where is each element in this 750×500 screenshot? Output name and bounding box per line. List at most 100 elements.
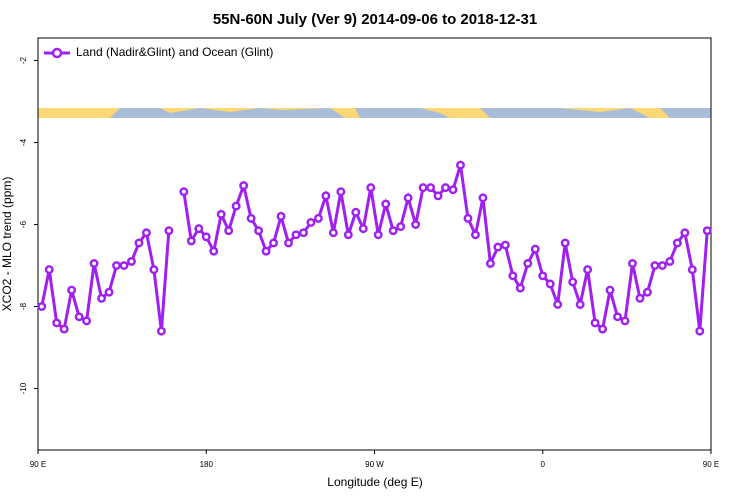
point [284,238,293,248]
point [254,226,264,236]
point [179,187,189,197]
point [299,228,308,238]
point [553,300,563,309]
point [411,220,421,229]
point [216,209,226,219]
point [508,271,518,281]
point [680,228,690,238]
point [246,213,256,223]
point [598,324,608,334]
point [164,226,174,236]
point [456,160,465,170]
point [127,256,136,266]
point [448,185,458,195]
point [485,259,495,268]
point [672,238,682,248]
point [441,183,450,193]
point [276,211,286,221]
point [471,230,480,240]
point [313,213,323,223]
point [112,261,121,270]
point [186,236,196,246]
point [418,183,428,193]
point [269,238,278,248]
point [560,238,570,248]
point [351,207,361,217]
y-tick-label: -8 [19,302,28,310]
point [291,230,301,240]
point [665,256,675,266]
point [149,265,159,275]
point [396,222,406,232]
point [583,265,593,275]
x-tick-label: 90 E [703,460,719,469]
point [590,318,600,328]
point [687,265,697,275]
point [141,228,151,238]
point [67,285,77,295]
point [381,199,391,209]
point [500,240,510,250]
point [478,193,488,203]
y-tick-label: -4 [19,138,28,146]
point [650,261,660,270]
point [224,226,234,236]
y-axis-label: XCO2 - MLO trend (ppm) [0,177,14,312]
point [373,230,383,240]
point [134,238,144,248]
x-axis-label: Longitude (deg E) [327,475,422,489]
point [642,287,652,297]
x-tick-label: 90 W [365,460,384,469]
legend-label: Land (Nadir&Glint) and Ocean (Glint) [76,45,273,59]
point [201,232,211,242]
point [426,183,436,193]
point [239,181,249,191]
point [119,261,129,270]
point [231,201,241,211]
y-tick-label: -2 [19,56,28,64]
point [328,228,338,238]
point [97,293,107,303]
y-tick-label: -6 [19,220,28,228]
x-tick-label: 0 [541,460,546,469]
point [82,316,92,326]
point [635,293,645,303]
point [613,312,622,322]
point [194,224,204,234]
point [156,326,166,336]
point [358,224,368,234]
point [74,312,84,322]
point [695,326,705,336]
map-strip [38,108,711,118]
point [493,242,503,252]
point [463,213,473,223]
point [336,187,346,197]
point [104,287,114,297]
point [89,259,99,268]
point [388,226,398,236]
y-tick-label: -10 [19,382,28,394]
point [702,226,712,236]
point [657,261,667,270]
point [545,279,555,289]
point [366,183,376,193]
chart-title: 55N-60N July (Ver 9) 2014-09-06 to 2018-… [213,11,537,28]
point [628,259,637,268]
x-tick-label: 90 E [30,460,46,469]
point [261,246,271,256]
point [530,244,540,254]
point [403,193,413,203]
point [538,271,548,281]
point [433,191,443,201]
x-tick-label: 180 [200,460,214,469]
point [605,285,615,295]
point [575,300,585,309]
point [343,230,353,240]
point [37,302,47,311]
point [523,259,533,268]
point [515,283,525,293]
point [52,318,62,328]
point [306,218,316,227]
point [209,246,219,256]
